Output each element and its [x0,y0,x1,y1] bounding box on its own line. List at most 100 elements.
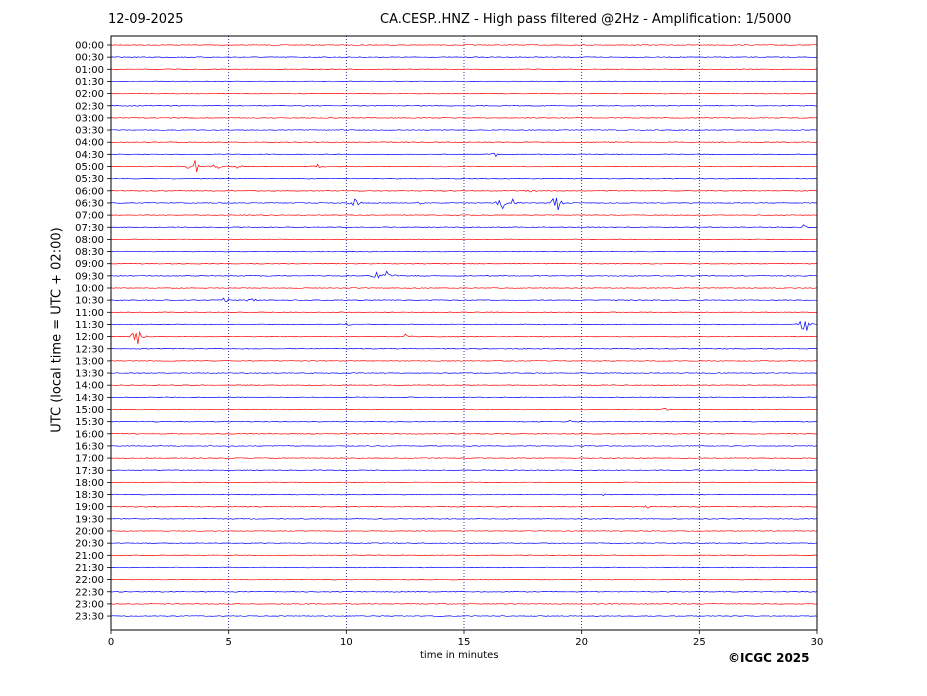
y-tick-label: 00:30 [75,53,104,64]
trace-line [110,129,818,131]
trace-line [110,263,817,265]
x-tick-label: 25 [693,637,706,648]
y-tick-label: 15:00 [75,405,104,416]
y-tick-label: 10:00 [75,284,104,295]
y-tick-label: 16:30 [75,441,104,452]
y-tick-label: 22:00 [75,575,104,586]
trace-line [110,433,818,435]
y-tick-label: 03:00 [75,113,104,124]
y-tick-label: 07:30 [75,223,104,234]
x-tick-label: 10 [340,637,353,648]
chart-title: CA.CESP..HNZ - High pass filtered @2Hz -… [380,12,792,27]
y-tick-label: 02:30 [75,101,104,112]
trace-line [110,481,818,484]
y-tick-label: 01:00 [75,65,104,76]
trace-line [110,578,818,581]
y-tick-label: 00:00 [75,41,104,52]
trace-line [110,493,818,496]
trace-line [110,615,818,617]
trace-line [110,44,818,46]
trace-line [110,105,818,107]
trace-line [110,384,818,386]
trace-line [110,189,818,193]
x-tick-label: 0 [108,637,114,648]
trace-line [110,141,818,143]
trace-line [110,372,818,374]
trace-line [110,469,818,471]
trace-line [110,311,818,313]
y-tick-label: 13:30 [75,369,104,380]
trace-line [110,92,818,95]
y-tick-label: 21:00 [75,551,104,562]
trace-line [111,360,818,362]
y-tick-label: 06:30 [75,198,104,209]
y-tick-label: 11:00 [75,308,104,319]
trace-line [110,566,818,569]
trace-line [110,214,818,216]
trace-line [110,177,818,180]
trace-line [110,152,818,158]
trace-line [110,320,818,331]
y-tick-label: 19:00 [75,502,104,513]
trace-line [110,396,818,399]
trace-line [110,270,818,279]
y-tick-label: 06:00 [75,186,104,197]
y-tick-label: 04:30 [75,150,104,161]
date-label: 12-09-2025 [108,12,184,27]
y-tick-label: 09:00 [75,259,104,270]
trace-line [110,297,818,302]
y-tick-label: 01:30 [75,77,104,88]
trace-line [110,197,817,211]
y-tick-label: 12:00 [75,332,104,343]
y-tick-label: 19:30 [75,514,104,525]
x-tick-label: 15 [458,637,471,648]
trace-line [110,80,818,83]
y-tick-label: 14:30 [75,393,104,404]
trace-line [110,238,818,241]
y-tick-label: 09:30 [75,271,104,282]
trace-line [110,518,818,520]
trace-line [110,348,818,350]
trace-line [110,554,818,556]
trace-line [110,250,818,253]
y-tick-label: 11:30 [75,320,104,331]
y-tick-label: 18:30 [75,490,104,501]
trace-line [110,330,818,344]
copyright-credit: ©ICGC 2025 [728,651,810,665]
y-tick-label: 14:00 [75,381,104,392]
y-tick-label: 05:30 [75,174,104,185]
y-tick-label: 02:00 [75,89,104,100]
trace-line [110,56,818,58]
x-tick-label: 20 [575,637,588,648]
y-tick-label: 22:30 [75,587,104,598]
y-tick-label: 21:30 [75,563,104,574]
trace-line [111,505,818,509]
y-tick-label: 03:30 [75,126,104,137]
trace-line [110,542,817,544]
y-tick-label: 17:00 [75,454,104,465]
y-tick-label: 18:00 [75,478,104,489]
x-tick-label: 5 [225,637,231,648]
trace-line [111,457,818,459]
y-tick-label: 04:00 [75,138,104,149]
y-tick-label: 17:30 [75,466,104,477]
y-tick-label: 05:00 [75,162,104,173]
trace-line [110,591,818,593]
trace-line [110,445,818,447]
trace-line [110,603,818,605]
trace-line [110,407,818,411]
y-tick-label: 07:00 [75,211,104,222]
y-tick-label: 10:30 [75,296,104,307]
plot-frame [110,35,818,631]
trace-line [110,419,818,423]
trace-line [110,224,818,229]
trace-line [110,68,818,70]
x-axis-label: time in minutes [420,650,499,661]
y-tick-label: 23:00 [75,599,104,610]
y-tick-label: 08:30 [75,247,104,258]
y-tick-label: 20:30 [75,539,104,550]
y-tick-label: 08:00 [75,235,104,246]
y-tick-label: 23:30 [75,612,104,623]
y-tick-label: 13:00 [75,356,104,367]
